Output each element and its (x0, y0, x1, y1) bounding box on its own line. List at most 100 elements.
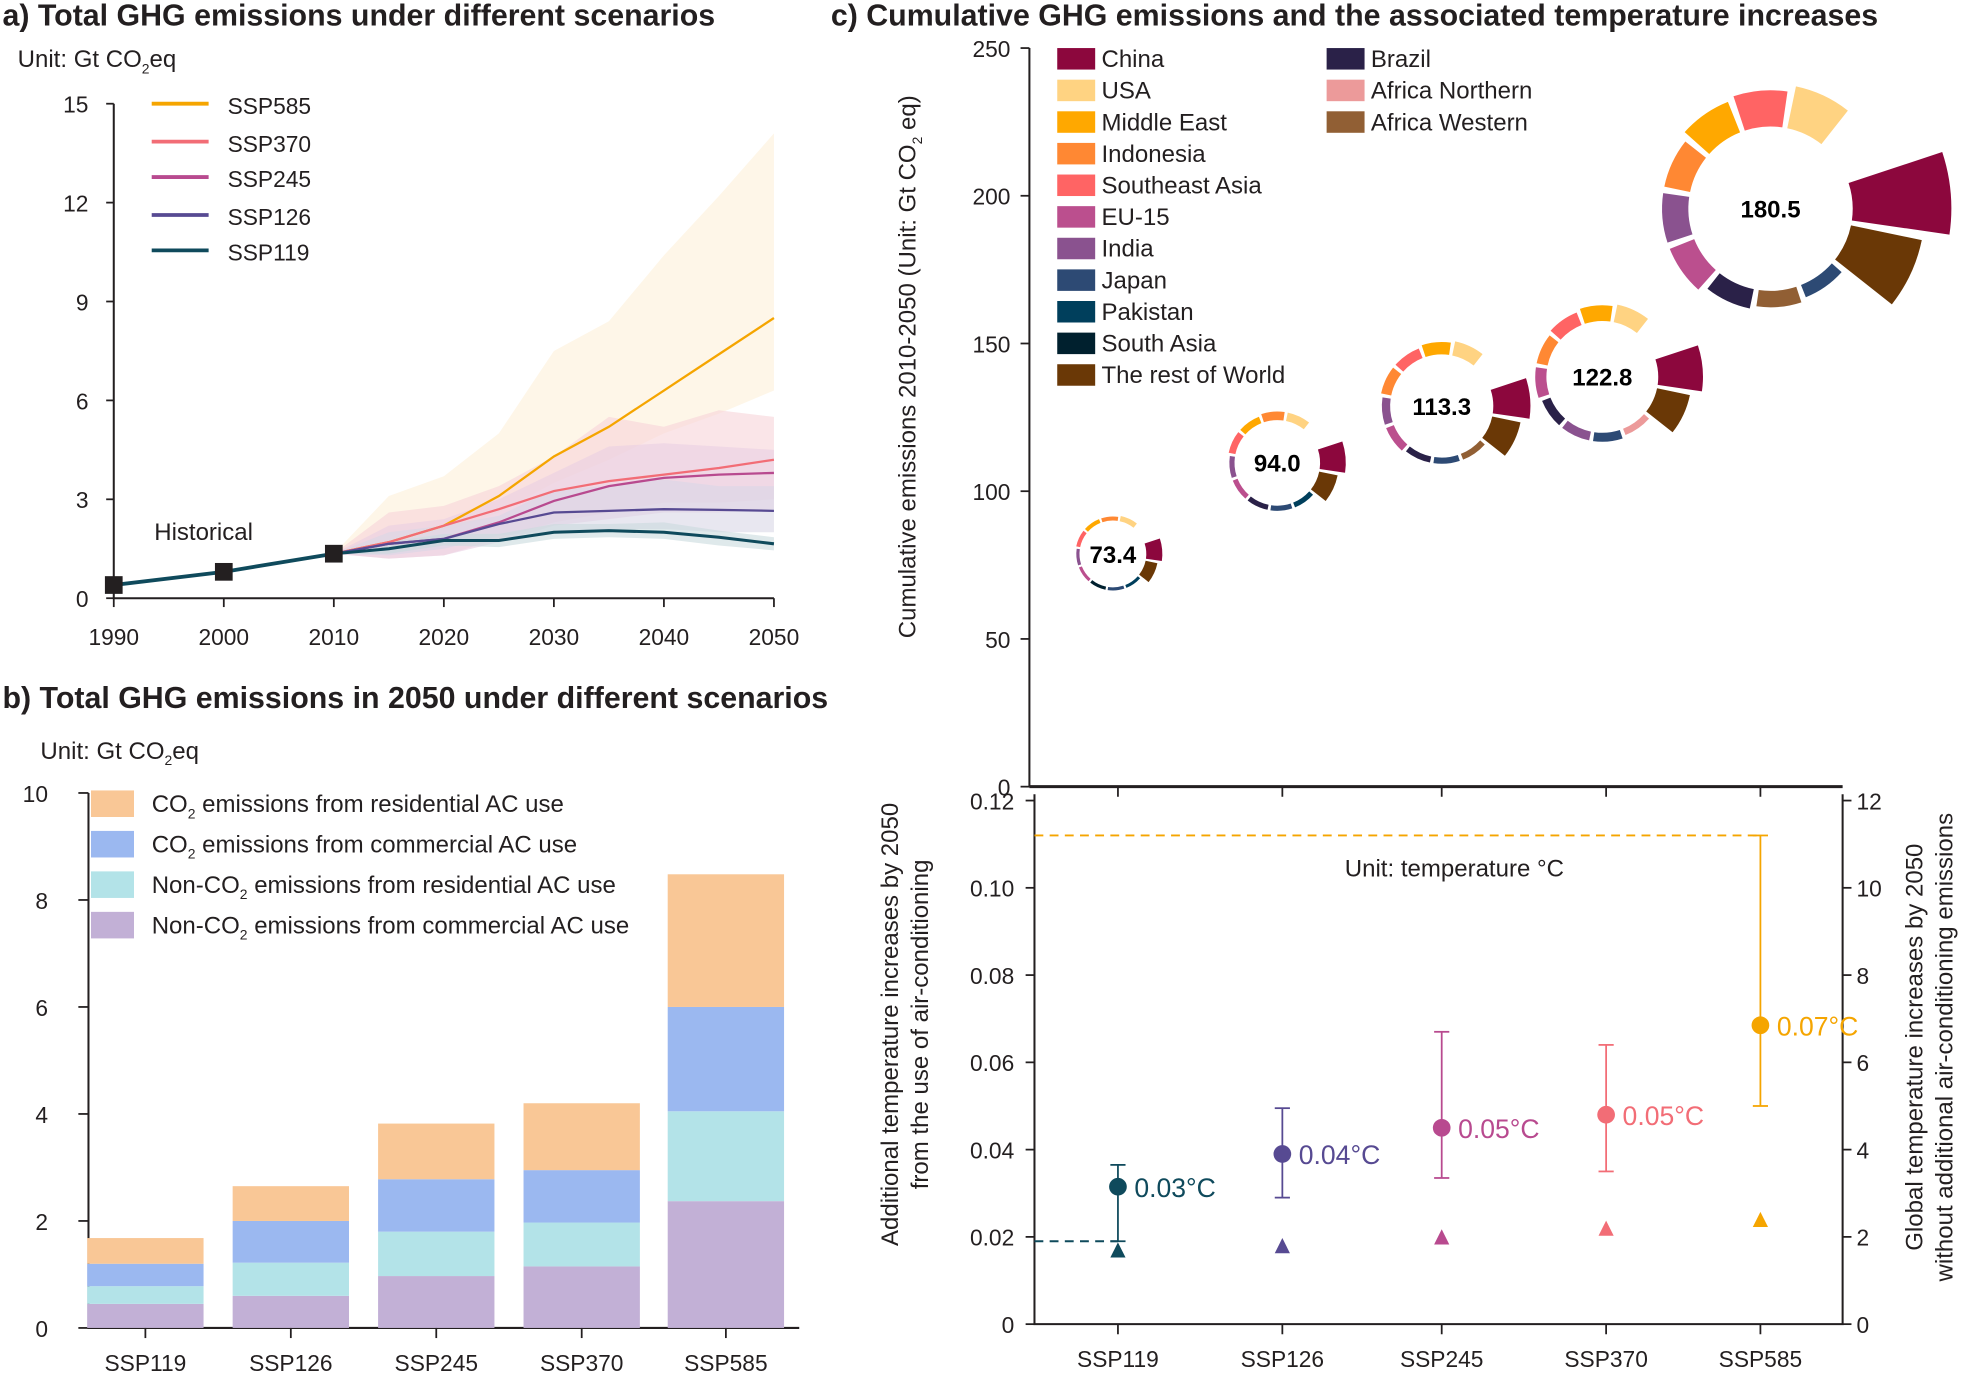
bubble-total: 73.4 (1090, 542, 1137, 569)
y-tick-label: 250 (972, 36, 1010, 62)
legend-label-part: emissions from residential AC use (195, 791, 563, 818)
global-temp-marker-SSP126 (1274, 1238, 1290, 1254)
bubble-total: 94.0 (1254, 451, 1301, 478)
legend-swatch (91, 911, 134, 939)
legend-label: Brazil (1371, 46, 1431, 73)
bar-segment-SSP585-1 (667, 1111, 785, 1202)
bubble-segment-china (1848, 152, 1952, 235)
bar-segment-SSP370-0 (523, 1266, 640, 1328)
bubble-segment-usa (1613, 304, 1649, 333)
legend-label: SSP245 (228, 166, 311, 192)
point-SSP370 (1597, 1105, 1615, 1124)
legend-label: Non-CO2 emissions from residential AC us… (152, 872, 616, 902)
legend-label: China (1102, 46, 1165, 73)
panel-a-title: a) Total GHG emissions under different s… (2, 0, 715, 32)
bubble-segment-brazil (1405, 446, 1432, 463)
y-tick-label-right: 2 (1857, 1225, 1870, 1251)
legend-swatch-the-rest-of-world (1057, 364, 1096, 386)
bubble-segment-brazil (1542, 397, 1566, 426)
bar-segment-SSP126-2 (232, 1220, 349, 1263)
panel-c-ylabel: Cumulative emissions 2010-2050 (Unit: Gt… (895, 95, 925, 638)
bubble-segment-eu-15 (1535, 367, 1550, 398)
bubble-SSP585: 180.5 (1662, 86, 1952, 309)
point-SSP126 (1273, 1145, 1292, 1163)
bubble-segment-middle-east (1084, 519, 1101, 532)
y-tick-label-left: 0.04 (970, 1137, 1014, 1163)
x-tick-label: SSP126 (249, 1350, 332, 1376)
bubble-SSP370: 122.8 (1535, 304, 1703, 442)
bar-segment-SSP126-0 (232, 1295, 349, 1328)
y-tick-label-right: 10 (1857, 876, 1882, 902)
point-label: 0.04°C (1299, 1140, 1380, 1170)
legend-swatch-eu-15 (1057, 206, 1096, 228)
bar-segment-SSP245-2 (378, 1179, 495, 1232)
bubble-segment-the-rest-of-world (1310, 471, 1338, 502)
series-line-SSP370 (333, 458, 775, 555)
bubble-segment-middle-east (1421, 342, 1451, 357)
bubble-segment-japan (1107, 585, 1125, 591)
bubble-segment-africa-western (1460, 440, 1485, 460)
legend-label: SSP585 (228, 93, 311, 119)
legend-swatch-japan (1057, 269, 1096, 291)
y-tick-label: 50 (985, 627, 1010, 653)
global-temp-marker-SSP245 (1434, 1229, 1450, 1245)
legend-label: Japan (1102, 267, 1167, 294)
legend-swatch-pakistan (1057, 301, 1096, 323)
global-temp-marker-SSP119 (1110, 1242, 1126, 1258)
bubble-segment-indonesia (1261, 411, 1285, 423)
uncertainty-band-SSP119 (333, 522, 774, 554)
y-tick-label-right: 0 (1857, 1312, 1870, 1338)
legend-label-part: Non-CO (152, 912, 240, 939)
legend-swatch-southeast-asia (1057, 174, 1096, 197)
legend-label-part: emissions from residential AC use (248, 872, 616, 899)
bubble-segment-africa-northern (1623, 414, 1650, 436)
bubble-segment-india (1381, 397, 1393, 425)
legend-label: Indonesia (1102, 141, 1207, 168)
legend-label: South Asia (1102, 331, 1217, 358)
y-tick-label-right: 12 (1857, 788, 1882, 814)
legend-label: Africa Northern (1371, 78, 1533, 105)
y-tick-label-left: 0.08 (970, 963, 1014, 989)
bubble-segment-china (1490, 378, 1531, 419)
bar-segment-SSP126-3 (232, 1186, 349, 1221)
panel-a: a) Total GHG emissions under different s… (2, 0, 799, 650)
legend-label-part: emissions from commercial AC use (195, 831, 577, 858)
y-tick-label: 0 (76, 586, 89, 612)
legend-label: SSP119 (228, 240, 310, 266)
axis-lines (1033, 794, 1844, 1326)
legend-swatch-indonesia (1057, 142, 1096, 165)
bar-segment-SSP370-1 (523, 1222, 640, 1267)
bubble-segment-pakistan (1293, 491, 1314, 508)
bar-segment-SSP119-0 (87, 1303, 204, 1328)
x-tick-label: SSP585 (684, 1350, 767, 1376)
y-tick-label: 100 (972, 479, 1010, 505)
y-tick-label-left: 0.10 (970, 876, 1014, 902)
bubble-segment-china (1144, 538, 1163, 562)
bubble-segment-eu-15 (1232, 478, 1249, 499)
x-tick-label: SSP370 (1564, 1346, 1647, 1372)
panel-a-unit: Unit: Gt CO2eq (18, 46, 177, 76)
legend-label-sub: 2 (188, 805, 196, 821)
y-tick-label: 6 (76, 388, 89, 414)
legend-swatch-usa (1057, 79, 1096, 102)
panel-b: b) Total GHG emissions in 2050 under dif… (2, 682, 828, 1376)
series-line-SSP126 (333, 508, 774, 555)
legend-label: The rest of World (1102, 362, 1286, 389)
bubble-segment-the-rest-of-world (1482, 416, 1521, 456)
legend-label: EU-15 (1102, 204, 1170, 231)
y-tick-label: 10 (23, 781, 48, 807)
legend-label: Southeast Asia (1102, 173, 1263, 200)
bubble-segment-the-rest-of-world (1646, 388, 1690, 433)
x-tick-label: SSP119 (1077, 1346, 1159, 1372)
legend-label: India (1102, 236, 1155, 263)
bar-segment-SSP119-3 (87, 1238, 204, 1264)
legend-swatch-africa-northern (1326, 79, 1365, 102)
panel-c-title: c) Cumulative GHG emissions and the asso… (831, 0, 1878, 32)
bubble-segment-brazil (1707, 273, 1754, 309)
legend-swatch (91, 871, 134, 898)
bubble-segment-japan (1270, 503, 1293, 511)
series-line-SSP119 (333, 529, 775, 556)
bubble-segment-eu-15 (1669, 239, 1716, 290)
point-SSP245 (1432, 1118, 1451, 1137)
historical-marker (104, 576, 123, 594)
